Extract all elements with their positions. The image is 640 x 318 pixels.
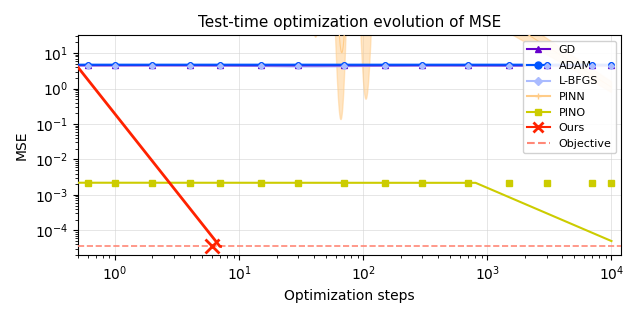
Legend: GD, ADAM, L-BFGS, PINN, PINO, Ours, Objective: GD, ADAM, L-BFGS, PINN, PINO, Ours, Obje… bbox=[523, 41, 616, 153]
Y-axis label: MSE: MSE bbox=[15, 130, 29, 160]
X-axis label: Optimization steps: Optimization steps bbox=[284, 289, 415, 303]
Title: Test-time optimization evolution of MSE: Test-time optimization evolution of MSE bbox=[198, 15, 501, 30]
